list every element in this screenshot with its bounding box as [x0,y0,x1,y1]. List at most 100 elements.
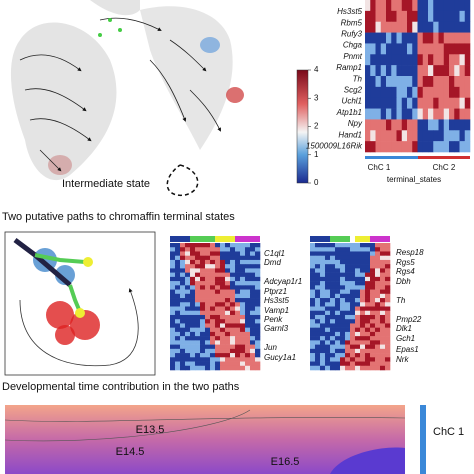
heatmap-cell [385,361,391,367]
heatmap-cell [396,0,403,12]
heatmap-cell [310,357,316,362]
heatmap-cell [170,259,176,265]
heatmap-cell [220,353,226,358]
heatmap-cell [365,141,371,153]
heatmap-cell [459,130,466,142]
heatmap-cell [320,323,326,328]
heatmap-cell [360,331,366,337]
heatmap-cell [325,281,331,286]
heatmap-cell [412,86,418,99]
heatmap-cell [230,310,236,316]
heatmap-cell [200,298,206,303]
heatmap-cell [350,285,356,290]
heatmap-cell [235,365,241,371]
axis-label: terminal_states [387,175,441,184]
heatmap-cell [250,340,256,345]
heatmap-cell [370,43,376,55]
heatmap-cell [315,336,321,341]
heatmap-cell [250,276,256,282]
heatmap-cell [240,327,246,333]
heatmap-cell [200,306,206,312]
heatmap-cell [345,255,351,261]
heatmap-cell [428,0,434,12]
heatmap-cell [350,357,356,362]
heatmap-cell [200,243,206,248]
heatmap-cell [375,365,381,371]
heatmap-cell [340,255,346,261]
heatmap-cell [170,289,176,295]
heatmap-cell [175,348,181,354]
heatmap-cell [225,276,231,282]
heatmap-cell [200,344,206,350]
heatmap-cell [422,65,429,77]
heatmap-cell [235,323,241,328]
heatmap-cell [443,119,450,131]
heatmap-cell [185,365,191,371]
heatmap-cell [255,255,261,261]
heatmap-cell [180,310,186,316]
heatmap-cell [380,281,386,286]
heatmap-cell [330,264,336,269]
heatmap-cell [210,323,216,328]
heatmap-cell [215,243,221,248]
heatmap-cell [370,268,376,273]
gene-label: Hand1 [338,130,362,139]
heatmap-cell [325,361,331,367]
heatmap-cell [370,302,376,307]
heatmap-cell [250,361,256,367]
panel-title: Developmental time contribution in the t… [2,381,240,393]
heatmap-cell [360,293,366,299]
heatmap-cell [315,327,321,333]
heatmap-cell [205,259,211,265]
heatmap-cell [335,281,341,286]
heatmap-cell [365,331,371,337]
heatmap-cell [380,310,386,316]
heatmap-cell [190,365,196,371]
heatmap-cell [428,108,434,120]
heatmap-cell [180,293,186,299]
heatmap-cell [360,268,366,273]
heatmap-cell [345,247,351,252]
heatmap-cell [325,365,331,371]
heatmap-cell [345,302,351,307]
heatmap-cell [417,141,424,153]
heatmap-cell [190,327,196,333]
heatmap-cell [175,302,181,307]
heatmap-cell [428,86,434,99]
heatmap-cell [375,259,381,265]
heatmap-cell [325,251,331,256]
path-bar [355,236,375,242]
heatmap-cell [170,306,176,312]
heatmap-cell [365,65,371,77]
heatmap-cell [401,10,408,23]
heatmap-cell [355,272,361,278]
heatmap-cell [210,357,216,362]
heatmap-cell [365,264,371,269]
heatmap-cell [235,331,241,337]
heatmap-cell [195,293,201,299]
heatmap-cell [170,276,176,282]
heatmap-cell [230,314,236,320]
heatmap-cell [235,293,241,299]
heatmap-cell [355,353,361,358]
heatmap-cell [250,293,256,299]
heatmap-cell [185,306,191,312]
heatmap-cell [310,251,316,256]
heatmap-cell [240,268,246,273]
heatmap-cell [170,310,176,316]
heatmap-cell [335,306,341,312]
heatmap-cell [370,108,376,120]
heatmap-cell [195,281,201,286]
heatmap-cell [325,289,331,295]
heatmap-cell [320,319,326,324]
heatmap-cell [375,243,381,248]
heatmap-cell [355,243,361,248]
heatmap-cell [225,306,231,312]
heatmap-cell [433,108,439,120]
legend-bar [420,405,426,474]
heatmap-cell [185,276,191,282]
gene-label: Chga [343,41,363,50]
heatmap-cell [345,264,351,269]
heatmap-cell [350,259,356,265]
heatmap-cell [215,319,221,324]
